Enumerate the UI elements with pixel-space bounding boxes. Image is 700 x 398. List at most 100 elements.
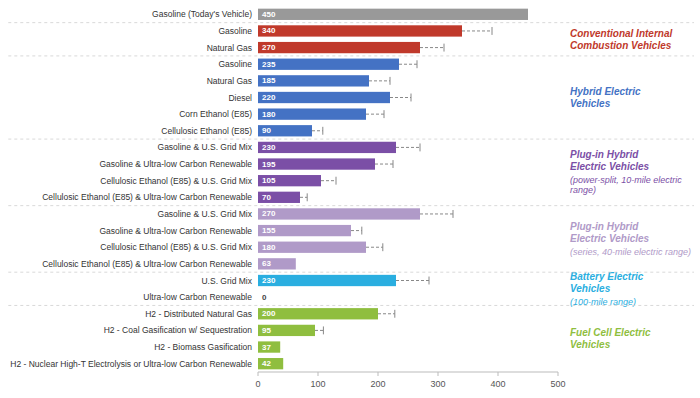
group-sublabel: (series, 40-mile electric range): [570, 247, 691, 257]
bar: [258, 192, 300, 203]
chart: Gasoline (Today's Vehicle)GasolineNatura…: [0, 0, 700, 398]
category-label: Natural Gas: [207, 43, 252, 53]
error-bar: [399, 60, 417, 68]
error-cap: [444, 44, 445, 52]
error-cap: [336, 177, 337, 185]
group-label: Conventional InternalCombustion Vehicles: [570, 28, 672, 51]
x-tick: [318, 372, 319, 376]
error-bar: [321, 177, 336, 185]
data-label: 270: [262, 43, 276, 52]
group-separators: [8, 23, 694, 306]
category-label: Gasoline: [218, 59, 252, 69]
category-label: Cellulosic Ethanol (E85) & U.S. Grid Mix: [100, 242, 252, 252]
data-label: 450: [262, 10, 276, 19]
error-line: [390, 97, 411, 98]
group-sublabel-line: (series, 40-mile electric range): [570, 247, 691, 257]
bar: [258, 208, 420, 219]
x-tick: [258, 372, 259, 376]
error-cap: [390, 77, 391, 85]
bar: [258, 92, 390, 103]
data-label: 180: [262, 243, 276, 252]
group-sublabel-line: range): [570, 185, 596, 195]
error-cap: [382, 243, 383, 251]
bar: [258, 325, 315, 336]
error-bar: [366, 243, 383, 251]
category-labels: Gasoline (Today's Vehicle)GasolineNatura…: [10, 9, 252, 368]
category-label: H2 - Coal Gasification w/ Sequestration: [104, 325, 253, 335]
category-label: U.S. Grid Mix: [201, 276, 252, 286]
error-line: [369, 80, 390, 81]
data-label: 42: [262, 359, 271, 368]
x-tick-label: 300: [430, 379, 445, 389]
error-bar: [420, 44, 444, 52]
group-label-line: Fuel Cell Electric: [570, 327, 651, 338]
group-sublabel-line: (power-split, 10-mile electric: [570, 175, 682, 185]
group-label: Fuel Cell ElectricVehicles: [570, 327, 651, 350]
bars: [258, 9, 528, 370]
bar: [258, 258, 296, 269]
bar: [258, 225, 351, 236]
error-bar: [375, 160, 393, 168]
error-line: [321, 180, 336, 181]
error-bar: [312, 127, 323, 135]
error-line: [396, 280, 429, 281]
category-label: Cellulosic Ethanol (E85): [161, 126, 252, 136]
error-cap: [411, 94, 412, 102]
error-line: [420, 47, 444, 48]
bar: [258, 9, 528, 20]
error-bar: [420, 210, 453, 218]
error-line: [366, 247, 383, 248]
category-label: Corn Ethanol (E85): [179, 109, 252, 119]
error-bar: [315, 326, 323, 334]
group-separator: [8, 272, 694, 273]
data-label: 270: [262, 209, 276, 218]
bar: [258, 291, 259, 302]
category-label: H2 - Nuclear High-T Electrolysis or Ultr…: [10, 359, 252, 369]
error-bar: [396, 277, 429, 285]
x-tick-label: 100: [310, 379, 325, 389]
group-label-line: Plug-in Hybrid: [570, 221, 639, 232]
group-label-line: Conventional Internal: [570, 28, 672, 39]
error-bar: [396, 143, 420, 151]
x-tick-label: 200: [370, 379, 385, 389]
bar: [258, 142, 396, 153]
data-label: 155: [262, 226, 276, 235]
x-axis-line: [258, 372, 558, 373]
category-label: H2 - Biomass Gasification: [154, 342, 252, 352]
x-tick: [438, 372, 439, 376]
group-separator: [8, 305, 694, 306]
group-separator: [8, 55, 694, 56]
data-label: 180: [262, 110, 276, 119]
data-label: 37: [262, 343, 271, 352]
x-tick: [498, 372, 499, 376]
category-label: Gasoline & U.S. Grid Mix: [158, 209, 253, 219]
error-cap: [492, 27, 493, 35]
data-label: 230: [262, 276, 276, 285]
error-cap: [384, 110, 385, 118]
error-cap: [307, 193, 308, 201]
group-separator: [8, 205, 694, 206]
group-separator: [8, 139, 694, 140]
category-label: Cellulosic Ethanol (E85) & Ultra-low Car…: [42, 192, 252, 202]
data-label: 235: [262, 60, 276, 69]
error-bar: [390, 94, 411, 102]
group-label-line: Vehicles: [570, 98, 611, 109]
error-line: [420, 213, 453, 214]
data-label: 95: [262, 326, 271, 335]
bar: [258, 242, 366, 253]
bar: [258, 158, 375, 169]
error-line: [351, 230, 362, 231]
category-label: H2 - Distributed Natural Gas: [145, 309, 252, 319]
error-line: [315, 330, 323, 331]
data-label: 63: [262, 259, 271, 268]
category-label: Cellulosic Ethanol (E85) & U.S. Grid Mix: [100, 176, 252, 186]
error-cap: [394, 310, 395, 318]
x-tick-label: 0: [255, 379, 260, 389]
x-tick: [378, 372, 379, 376]
error-cap: [417, 60, 418, 68]
group-label-line: Vehicles: [570, 283, 611, 294]
page: {"chart_data": {"type": "bar", "orientat…: [0, 0, 700, 398]
group-label-line: Battery Electric: [570, 271, 644, 282]
bar: [258, 341, 280, 352]
category-label: Cellulosic Ethanol (E85) & Ultra-low Car…: [42, 259, 252, 269]
